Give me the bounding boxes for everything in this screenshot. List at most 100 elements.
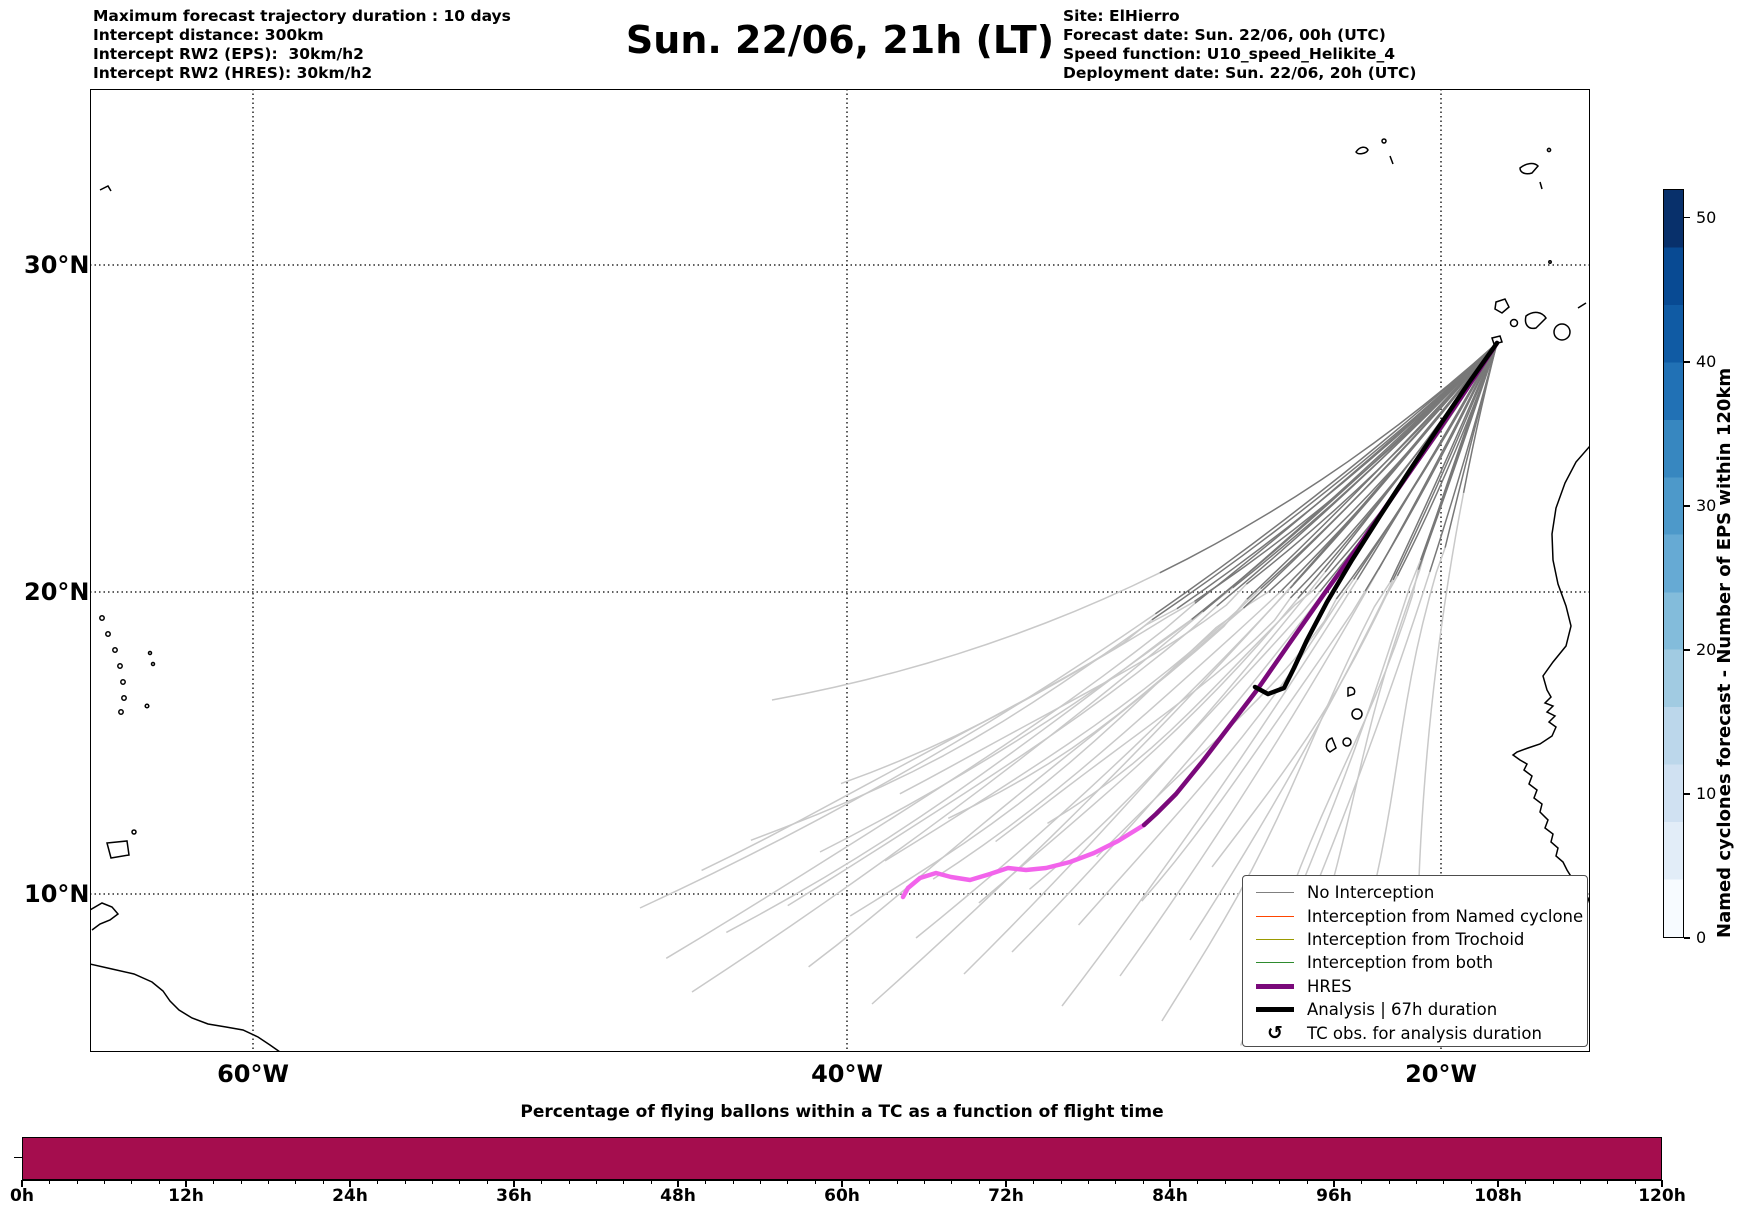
- x-axis-tick-label: 48h: [660, 1186, 696, 1206]
- x-axis-minor-tick: [432, 1180, 433, 1184]
- x-axis-minor-tick: [1306, 1180, 1308, 1184]
- x-axis-major-tick: [21, 1180, 23, 1187]
- lanzarote-fragment: [1577, 302, 1587, 309]
- colorbar-tick: [1684, 361, 1690, 363]
- x-axis-minor-tick: [76, 1180, 78, 1184]
- x-axis-minor-tick: [459, 1180, 461, 1184]
- x-axis-minor-tick: [1525, 1180, 1527, 1184]
- x-axis-minor-tick: [1552, 1180, 1554, 1184]
- x-axis-tick-label: 36h: [496, 1186, 532, 1206]
- x-axis-minor-tick: [404, 1180, 406, 1184]
- x-axis-major-tick: [1333, 1180, 1335, 1187]
- x-axis-minor-tick: [268, 1180, 269, 1184]
- x-axis-minor-tick: [158, 1180, 160, 1184]
- legend-item-trochoid: Interception from Trochoid: [1255, 928, 1587, 951]
- canary-islands: [1491, 298, 1547, 345]
- x-axis-major-tick: [1661, 1180, 1663, 1187]
- colorbar-tick: [1684, 649, 1690, 651]
- cape-verde-island: [1351, 708, 1363, 720]
- bottom-chart-y-tick: [14, 1157, 22, 1159]
- x-axis-tick-label: 96h: [1316, 1186, 1352, 1206]
- x-axis-minor-tick: [705, 1180, 707, 1184]
- x-axis-major-tick: [1169, 1180, 1171, 1187]
- legend-item-no-interception: No Interception: [1255, 881, 1587, 904]
- x-axis-minor-tick: [322, 1180, 324, 1184]
- gray-line-swatch: [1256, 892, 1294, 894]
- colorbar-tick-label: 20: [1696, 640, 1717, 660]
- cape-verde-islands: [1325, 686, 1356, 753]
- x-axis-minor-tick: [1279, 1180, 1281, 1184]
- x-axis-minor-tick: [596, 1180, 597, 1184]
- x-axis-tick-label: 72h: [988, 1186, 1024, 1206]
- legend-item-named-cyclone: Interception from Named cyclone: [1255, 904, 1587, 927]
- legend-item-hres: HRES: [1255, 975, 1587, 998]
- orange-line-swatch: [1256, 915, 1294, 917]
- x-axis-minor-tick: [1115, 1180, 1117, 1184]
- colorbar-tick: [1684, 793, 1690, 795]
- x-axis-minor-tick: [951, 1180, 953, 1184]
- x-axis-tick-label: 108h: [1474, 1186, 1522, 1206]
- site-info-text: Site: ElHierro Forecast date: Sun. 22/06…: [1063, 7, 1417, 82]
- x-axis-minor-tick: [49, 1180, 51, 1184]
- x-axis-minor-tick: [104, 1180, 105, 1184]
- x-axis-minor-tick: [623, 1180, 625, 1184]
- x-axis-minor-tick: [1416, 1180, 1417, 1184]
- gran-canaria-island: [1553, 323, 1571, 341]
- legend-item-analysis: Analysis | 67h duration: [1255, 998, 1587, 1021]
- lat-tick-20N: 20°N: [24, 578, 90, 606]
- x-axis-minor-tick: [240, 1180, 242, 1184]
- madeira-island: [1519, 162, 1543, 190]
- x-axis-major-tick: [677, 1180, 679, 1187]
- la-gomera-island: [1509, 318, 1519, 328]
- x-axis-major-tick: [1497, 1180, 1499, 1187]
- colorbar-tick: [1684, 217, 1690, 219]
- legend-item-both: Interception from both: [1255, 951, 1587, 974]
- tobago-island: [131, 829, 137, 835]
- x-axis-minor-tick: [732, 1180, 734, 1184]
- olive-line-swatch: [1256, 938, 1294, 940]
- balloon-trajectories: [639, 340, 1500, 1046]
- x-axis-tick-label: 120h: [1638, 1186, 1686, 1206]
- x-axis-minor-tick: [978, 1180, 980, 1184]
- x-axis-minor-tick: [1060, 1180, 1062, 1184]
- x-axis-minor-tick: [1470, 1180, 1472, 1184]
- forecast-parameters-text: Maximum forecast trajectory duration : 1…: [93, 7, 511, 82]
- x-axis-minor-tick: [869, 1180, 871, 1184]
- black-line-swatch: [1256, 1007, 1294, 1013]
- x-axis-minor-tick: [1197, 1180, 1199, 1184]
- lon-tick-60W: 60°W: [217, 1060, 289, 1088]
- lesser-antilles-islands: [99, 615, 156, 715]
- x-axis-tick-label: 12h: [168, 1186, 204, 1206]
- x-axis-minor-tick: [787, 1180, 789, 1184]
- legend-item-tc-obs: ↺ TC obs. for analysis duration: [1267, 1021, 1542, 1044]
- x-axis-minor-tick: [1088, 1180, 1089, 1184]
- venezuela-coast: [91, 902, 120, 931]
- islet-dot: [1548, 260, 1552, 264]
- lon-tick-20W: 20°W: [1405, 1060, 1477, 1088]
- x-axis-minor-tick: [1224, 1180, 1226, 1184]
- percentage-bar: [22, 1137, 1662, 1180]
- lat-tick-10N: 10°N: [24, 880, 90, 908]
- colorbar-tick-label: 50: [1696, 207, 1717, 227]
- purple-line-swatch: [1256, 983, 1294, 989]
- colorbar-tick: [1684, 937, 1690, 939]
- x-axis-tick-label: 60h: [824, 1186, 860, 1206]
- x-axis-major-tick: [841, 1180, 843, 1187]
- colorbar-tick-label: 0: [1696, 928, 1707, 948]
- x-axis-minor-tick: [1033, 1180, 1035, 1184]
- colorbar-tick-label: 40: [1696, 351, 1717, 371]
- x-axis-minor-tick: [541, 1180, 543, 1184]
- bermuda-island: [99, 185, 112, 192]
- x-axis-minor-tick: [295, 1180, 297, 1184]
- x-axis-minor-tick: [486, 1180, 488, 1184]
- x-axis-minor-tick: [760, 1180, 761, 1184]
- x-axis-minor-tick: [1388, 1180, 1390, 1184]
- cape-verde-island: [1342, 737, 1352, 747]
- lat-tick-30N: 30°N: [24, 251, 90, 279]
- x-axis-minor-tick: [1142, 1180, 1144, 1184]
- x-axis-minor-tick: [1443, 1180, 1445, 1184]
- x-axis-minor-tick: [924, 1180, 925, 1184]
- cyclone-rotation-icon: ↺: [1267, 1021, 1283, 1044]
